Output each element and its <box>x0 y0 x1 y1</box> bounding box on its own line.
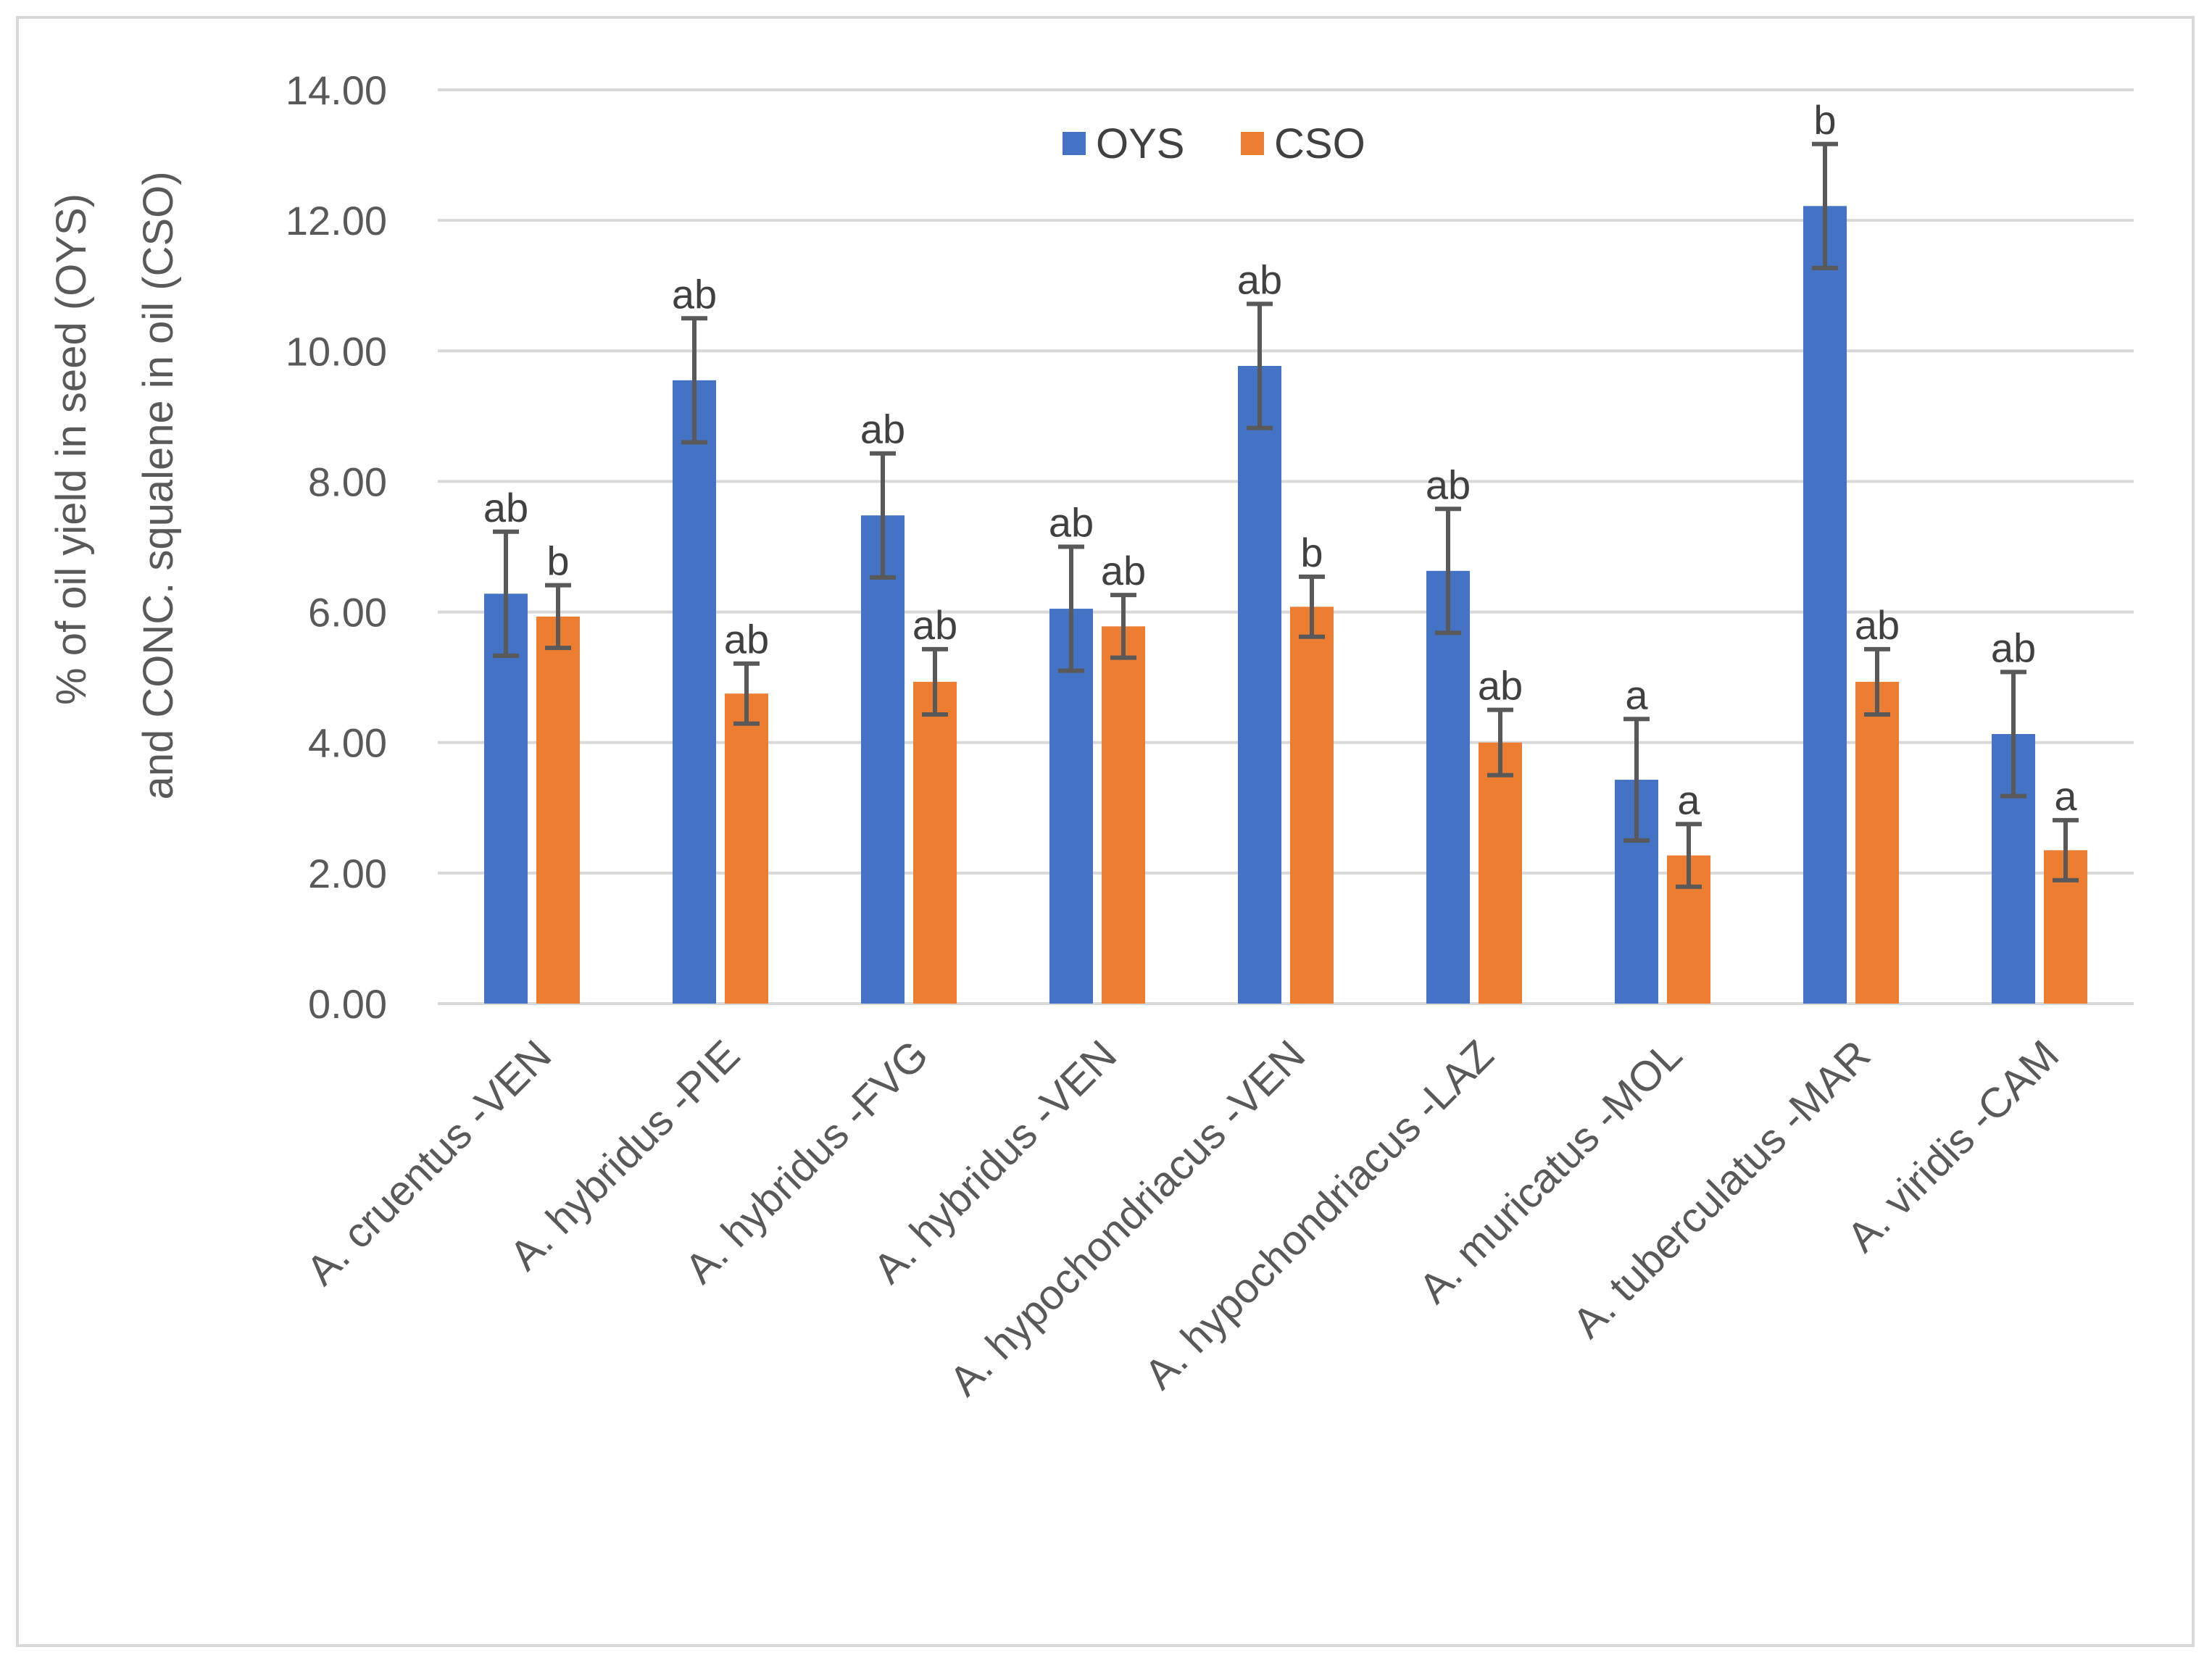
legend-swatch-cso <box>1241 132 1264 155</box>
y-axis-ticks: 0.00 2.00 4.00 6.00 8.00 10.00 12.00 14.00 <box>286 67 387 1027</box>
bar-cso <box>1855 681 1899 1004</box>
significance-label-cso: ab <box>1101 548 1146 593</box>
y-tick-label: 14.00 <box>286 67 387 113</box>
bar-cso <box>725 693 768 1004</box>
y-tick-label: 2.00 <box>308 851 387 896</box>
significance-label-cso: ab <box>1478 663 1523 709</box>
significance-label-oys: ab <box>1991 625 2036 670</box>
bar-cso <box>1479 742 1522 1004</box>
bar-cso <box>1290 607 1334 1004</box>
significance-label-oys: ab <box>1426 462 1471 507</box>
y-tick-label: 4.00 <box>308 720 387 766</box>
bar-oys <box>1426 570 1470 1004</box>
y-tick-label: 8.00 <box>308 459 387 504</box>
significance-label-cso: ab <box>724 617 769 662</box>
legend-swatch-oys <box>1063 132 1086 155</box>
significance-label-oys: ab <box>672 271 717 317</box>
legend-label-oys: OYS <box>1096 120 1185 167</box>
bar-oys <box>673 380 716 1004</box>
y-tick-label: 6.00 <box>308 590 387 635</box>
significance-label-oys: ab <box>1237 257 1282 302</box>
bar-oys <box>1238 366 1281 1004</box>
bar-cso <box>1102 626 1145 1004</box>
significance-label-oys: ab <box>860 407 905 452</box>
y-tick-label: 10.00 <box>286 328 387 374</box>
legend: OYS CSO <box>1063 120 1365 167</box>
bar-oys <box>1803 206 1847 1004</box>
x-category-label: A. hypochondriacus -LAZ <box>1136 1031 1502 1398</box>
significance-label-cso: a <box>1677 777 1700 822</box>
gridlines <box>438 88 2134 1005</box>
bars <box>484 206 2087 1004</box>
significance-label-cso: ab <box>1855 602 1900 648</box>
significance-label-cso: a <box>2054 773 2077 819</box>
y-tick-label: 0.00 <box>308 981 387 1027</box>
bar-oys <box>484 593 528 1004</box>
significance-label-oys: ab <box>1049 500 1094 546</box>
bar-cso <box>913 681 957 1004</box>
significance-label-cso: b <box>1300 530 1323 575</box>
bar-oys <box>861 515 905 1004</box>
error-bars <box>493 141 2079 889</box>
y-axis-title: % of oil yield in seed (OYS) and CONC. s… <box>48 171 182 799</box>
y-axis-title-line-1: % of oil yield in seed (OYS) <box>48 193 95 705</box>
y-tick-label: 12.00 <box>286 198 387 243</box>
significance-label-cso: ab <box>912 602 957 648</box>
x-category-label: A. hypochondriacus -VEN <box>941 1031 1315 1405</box>
bar-cso <box>536 616 580 1004</box>
significance-label-oys: ab <box>483 485 528 530</box>
significance-label-cso: b <box>546 538 569 584</box>
y-axis-title-line-2: and CONC. squalene in oil (CSO) <box>135 171 182 799</box>
bar-oys <box>1049 609 1093 1004</box>
significance-label-oys: b <box>1813 97 1836 143</box>
legend-label-cso: CSO <box>1274 120 1365 167</box>
significance-label-oys: a <box>1625 672 1648 717</box>
